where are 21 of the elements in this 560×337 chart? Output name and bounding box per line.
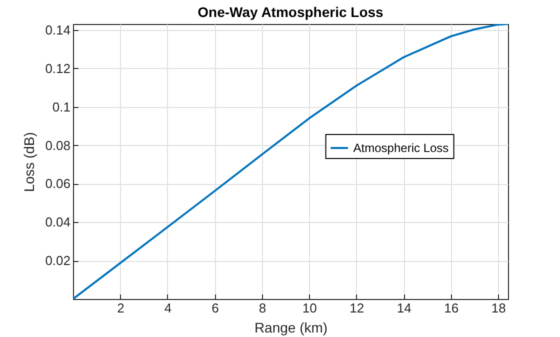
x-tick-label: 10 bbox=[302, 300, 317, 316]
x-tick-label: 4 bbox=[164, 300, 172, 316]
y-tick-label: 0.14 bbox=[45, 22, 70, 38]
y-tick-label: 0.02 bbox=[45, 253, 70, 268]
y-tick-label: 0.12 bbox=[45, 60, 70, 76]
legend-label: Atmospheric Loss bbox=[353, 141, 449, 155]
x-tick-label: 8 bbox=[258, 300, 266, 316]
x-tick-label: 2 bbox=[117, 300, 124, 316]
line-series bbox=[73, 24, 508, 299]
y-tick-label: 0.1 bbox=[52, 99, 70, 114]
x-axis-title: Range (km) bbox=[254, 320, 328, 336]
x-tick-label: 12 bbox=[350, 300, 364, 316]
chart-title: One-Way Atmospheric Loss bbox=[198, 4, 384, 20]
y-tick-label: 0.04 bbox=[45, 214, 70, 230]
y-tick-label: 0.06 bbox=[45, 176, 70, 192]
x-tick-label: 16 bbox=[444, 300, 459, 316]
x-tick-label: 18 bbox=[491, 300, 506, 316]
y-axis-title: Loss (dB) bbox=[21, 132, 38, 192]
x-tick-label: 6 bbox=[212, 300, 219, 316]
x-tick-label: 14 bbox=[396, 300, 412, 316]
y-tick-label: 0.08 bbox=[45, 138, 70, 153]
